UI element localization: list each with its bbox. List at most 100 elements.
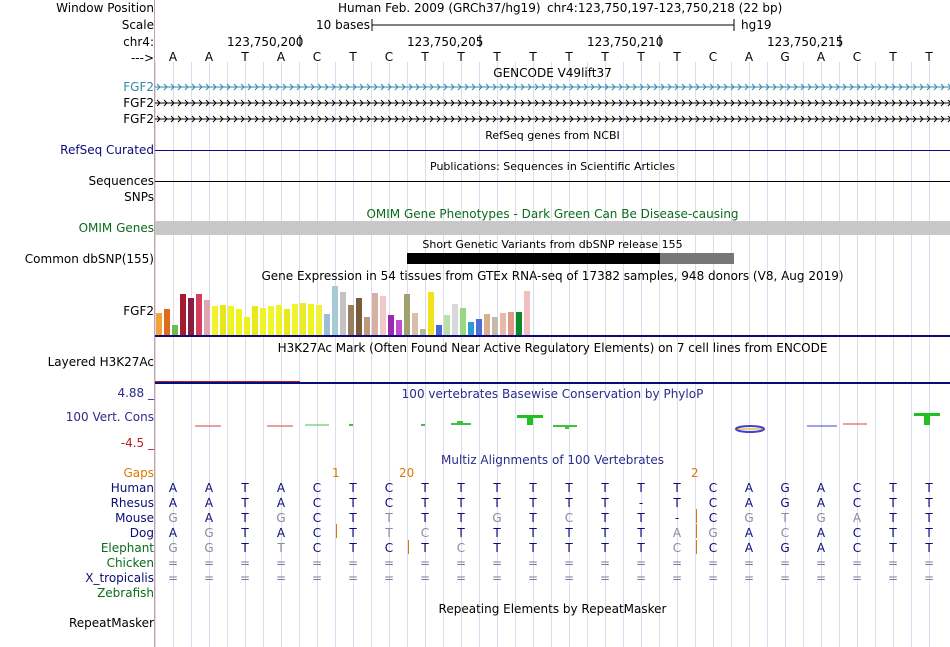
- omim-bar[interactable]: [155, 221, 950, 235]
- dbsnp-label[interactable]: Common dbSNP(155): [24, 252, 154, 266]
- refseq-gene-line[interactable]: [155, 150, 950, 151]
- gtex-tissue-bar: [164, 309, 170, 335]
- refseq-label[interactable]: RefSeq Curated: [60, 143, 154, 157]
- alignment-base: T: [457, 511, 465, 525]
- alignment-base: C: [312, 511, 322, 525]
- gtex-tissue-bar: [468, 322, 474, 335]
- gtex-tissue-bar: [228, 306, 234, 335]
- alignment-base: =: [203, 571, 215, 585]
- publications-line[interactable]: [155, 181, 950, 182]
- alignment-base: T: [601, 526, 609, 540]
- alignment-base: C: [384, 541, 394, 555]
- gap-marker[interactable]: 20: [399, 466, 415, 480]
- h3k27ac-signal[interactable]: [155, 381, 300, 382]
- gtex-tissue-bar: [500, 313, 506, 335]
- gtex-label[interactable]: FGF2: [123, 304, 154, 318]
- alignment-base: T: [925, 496, 933, 510]
- dbsnp-variant-bar-grey[interactable]: [660, 253, 734, 264]
- refseq-track-title[interactable]: RefSeq genes from NCBI: [485, 129, 620, 142]
- h3k27ac-track-title[interactable]: H3K27Ac Mark (Often Found Near Active Re…: [277, 341, 828, 355]
- publications-label[interactable]: Sequences: [88, 174, 154, 188]
- gtex-tissue-bar: [196, 294, 202, 335]
- species-label[interactable]: Mouse: [115, 511, 154, 525]
- gtex-bar-chart[interactable]: [155, 283, 535, 335]
- alignment-base: G: [780, 496, 790, 510]
- gtex-tissue-bar: [420, 329, 426, 335]
- insertion-tick: [408, 540, 409, 554]
- snps-label[interactable]: SNPs: [124, 190, 154, 204]
- gencode-gene-label[interactable]: FGF2: [123, 80, 154, 94]
- dbsnp-variant-bar[interactable]: [407, 253, 734, 264]
- alignment-base: T: [889, 541, 897, 555]
- phylop-track-title[interactable]: 100 vertebrates Basewise Conservation by…: [401, 387, 704, 401]
- alignment-base: T: [925, 511, 933, 525]
- multiz-track-title[interactable]: Multiz Alignments of 100 Vertebrates: [440, 453, 665, 467]
- gtex-tissue-bar: [316, 305, 322, 335]
- phylop-label[interactable]: 100 Vert. Cons: [65, 410, 154, 424]
- alignment-base: =: [455, 571, 467, 585]
- alignment-base: A: [204, 481, 214, 495]
- species-label[interactable]: Rhesus: [110, 496, 154, 510]
- gap-marker[interactable]: 2: [691, 466, 699, 480]
- dbsnp-track-title[interactable]: Short Genetic Variants from dbSNP releas…: [422, 238, 683, 251]
- alignment-base: T: [673, 496, 681, 510]
- alignment-base: =: [779, 571, 791, 585]
- alignment-base: G: [780, 541, 790, 555]
- gtex-tissue-bar: [252, 306, 258, 335]
- alignment-base: =: [635, 556, 647, 570]
- alignment-base: C: [564, 511, 574, 525]
- gtex-track-title[interactable]: Gene Expression in 54 tissues from GTEx …: [261, 269, 844, 283]
- alignment-base: A: [816, 526, 826, 540]
- gencode-gene-models[interactable]: [155, 80, 950, 128]
- gencode-gene-label[interactable]: FGF2: [123, 112, 154, 126]
- gtex-tissue-bar: [156, 313, 162, 335]
- gap-marker[interactable]: 1: [332, 466, 340, 480]
- alignment-base: A: [852, 511, 862, 525]
- alignment-base: T: [781, 511, 789, 525]
- alignment-base: T: [529, 526, 537, 540]
- phylop-signal[interactable]: [155, 405, 950, 437]
- gtex-tissue-bar: [492, 317, 498, 335]
- species-label[interactable]: X_tropicalis: [85, 571, 154, 585]
- gtex-tissue-bar: [452, 304, 458, 335]
- alignment-base: =: [167, 571, 179, 585]
- publications-track-title[interactable]: Publications: Sequences in Scientific Ar…: [430, 160, 675, 173]
- gtex-tissue-bar: [220, 305, 226, 335]
- scale-db: hg19: [741, 18, 772, 32]
- species-label[interactable]: Chicken: [106, 556, 154, 570]
- repeatmasker-label[interactable]: RepeatMasker: [68, 616, 154, 630]
- alignment-base: =: [239, 556, 251, 570]
- base-letter: A: [744, 50, 754, 64]
- position-text[interactable]: chr4:123,750,197-123,750,218 (22 bp): [547, 1, 783, 15]
- alignment-base: T: [925, 541, 933, 555]
- alignment-base: =: [239, 571, 251, 585]
- alignment-base: =: [635, 571, 647, 585]
- alignment-base: T: [889, 526, 897, 540]
- gencode-gene-label[interactable]: FGF2: [123, 96, 154, 110]
- species-label[interactable]: Human: [110, 481, 154, 495]
- omim-track-title[interactable]: OMIM Gene Phenotypes - Dark Green Can Be…: [366, 207, 739, 221]
- gtex-tissue-bar: [436, 325, 442, 335]
- alignment-base: G: [204, 526, 214, 540]
- strand-label: --->: [130, 51, 154, 65]
- alignment-base: =: [311, 571, 323, 585]
- alignment-base: =: [563, 556, 575, 570]
- repeatmasker-track-title[interactable]: Repeating Elements by RepeatMasker: [438, 602, 667, 616]
- gtex-tissue-bar: [308, 304, 314, 335]
- base-letter: T: [637, 50, 645, 64]
- gencode-track-title[interactable]: GENCODE V49lift37: [493, 66, 612, 80]
- h3k27ac-label[interactable]: Layered H3K27Ac: [47, 355, 154, 369]
- alignment-base: T: [529, 496, 537, 510]
- species-label[interactable]: Dog: [129, 526, 154, 540]
- h3k27ac-divider: [155, 382, 950, 384]
- species-label[interactable]: Elephant: [100, 541, 154, 555]
- alignment-base: T: [385, 526, 393, 540]
- alignment-base: T: [493, 526, 501, 540]
- alignment-base: T: [601, 511, 609, 525]
- alignment-base: G: [744, 511, 754, 525]
- gtex-tissue-bar: [476, 319, 482, 335]
- omim-label[interactable]: OMIM Genes: [78, 221, 154, 235]
- gtex-tissue-bar: [300, 303, 306, 335]
- species-label[interactable]: Zebrafish: [97, 586, 154, 600]
- alignment-base: A: [168, 496, 178, 510]
